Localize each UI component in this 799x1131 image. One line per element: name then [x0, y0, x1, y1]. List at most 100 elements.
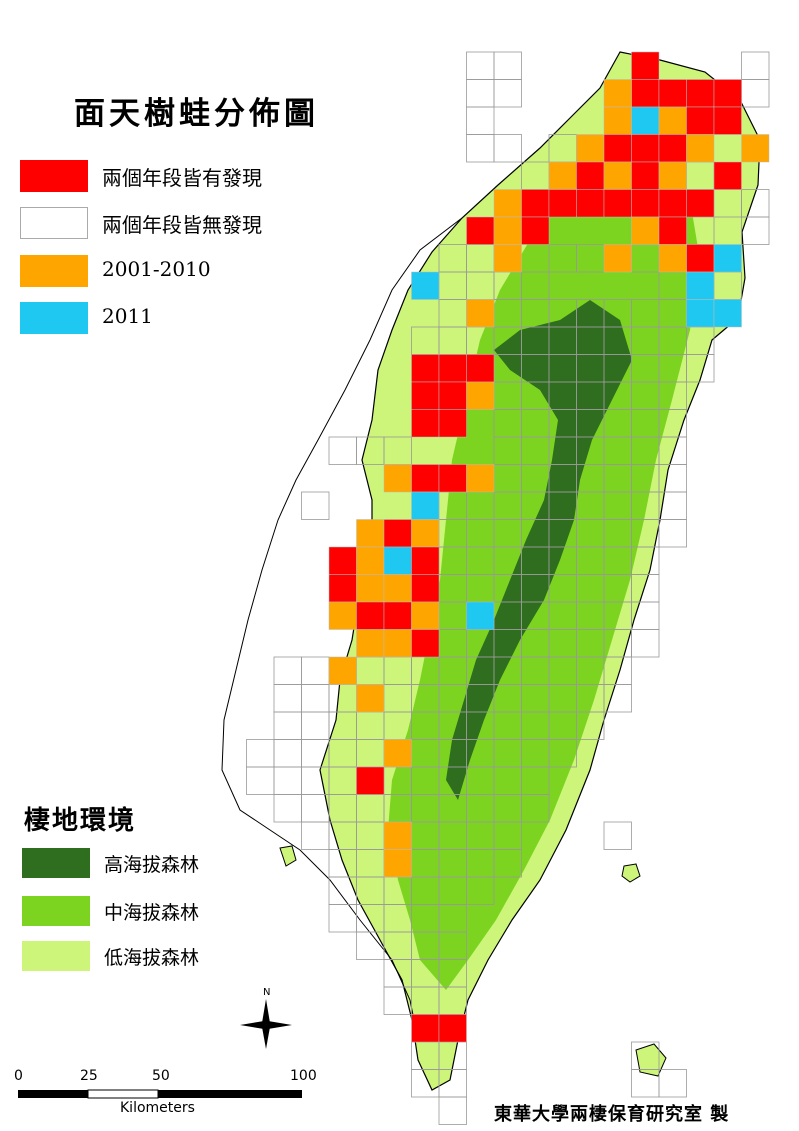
grid-cell	[411, 354, 440, 383]
grid-cell	[466, 601, 495, 630]
grid-cell-empty	[301, 711, 330, 740]
grid-cell	[686, 271, 715, 300]
grid-cell	[411, 519, 440, 548]
grid-cell	[603, 79, 632, 108]
legend-swatch	[20, 207, 88, 239]
grid-cell	[383, 519, 412, 548]
grid-cell	[631, 106, 660, 135]
grid-cell	[658, 106, 687, 135]
grid-cell	[466, 299, 495, 328]
grid-cell	[328, 546, 357, 575]
grid-cell	[713, 299, 742, 328]
grid-cell-empty	[493, 134, 522, 163]
grid-cell	[658, 161, 687, 190]
grid-cell	[493, 244, 522, 273]
grid-cell-empty	[466, 79, 495, 108]
grid-cell-empty	[741, 51, 770, 80]
grid-cell	[603, 189, 632, 218]
habitat-swatch	[22, 848, 90, 878]
grid-cell-empty	[686, 354, 715, 383]
grid-cell-empty	[603, 821, 632, 850]
grid-cell	[383, 464, 412, 493]
grid-cell-empty	[658, 519, 687, 548]
grid-cell	[658, 134, 687, 163]
grid-cell	[658, 189, 687, 218]
grid-cell	[658, 244, 687, 273]
grid-cell	[686, 189, 715, 218]
grid-cell	[411, 491, 440, 520]
grid-cell	[328, 601, 357, 630]
legend-swatch	[20, 160, 88, 192]
habitat-label: 低海拔森林	[104, 947, 200, 969]
grid-cell	[521, 189, 550, 218]
grid-cell-empty	[273, 794, 302, 823]
grid-cell	[713, 161, 742, 190]
grid-cell	[686, 299, 715, 328]
legend-label: 兩個年段皆有發現	[102, 166, 262, 190]
scale-bar: 0 25 50 100 Kilometers	[14, 1068, 317, 1118]
scale-tick-50: 50	[152, 1068, 170, 1084]
grid-cell	[328, 656, 357, 685]
habitat-label: 中海拔森林	[104, 902, 200, 924]
grid-cell	[603, 106, 632, 135]
grid-cell	[631, 51, 660, 80]
grid-cell	[411, 629, 440, 658]
grid-cell	[493, 189, 522, 218]
grid-cell	[686, 79, 715, 108]
grid-cell-empty	[273, 656, 302, 685]
grid-cell	[411, 1014, 440, 1043]
grid-cell	[356, 519, 385, 548]
legend-swatch	[20, 255, 88, 287]
coastal-outline	[221, 217, 463, 1041]
scale-tick-25: 25	[80, 1068, 98, 1084]
grid-cell-empty	[493, 849, 522, 878]
north-label: N	[263, 987, 270, 998]
scale-unit: Kilometers	[120, 1100, 195, 1116]
grid-cell	[411, 271, 440, 300]
grid-cell	[548, 189, 577, 218]
grid-cell	[686, 244, 715, 273]
grid-cell	[356, 684, 385, 713]
scale-tick-0: 0	[14, 1068, 23, 1084]
grid-cell	[438, 409, 467, 438]
grid-cell	[411, 464, 440, 493]
habitat-title: 棲地環境	[24, 806, 137, 836]
grid-cell	[713, 106, 742, 135]
grid-cell	[603, 134, 632, 163]
grid-cell-empty	[493, 79, 522, 108]
grid-cell	[631, 161, 660, 190]
grid-cell	[603, 161, 632, 190]
grid-cell	[603, 244, 632, 273]
habitat-swatch	[22, 896, 90, 926]
grid-cell-empty	[466, 106, 495, 135]
legend-label: 2001-2010	[102, 257, 211, 281]
grid-cell-empty	[466, 134, 495, 163]
grid-cell	[383, 821, 412, 850]
grid-cell	[411, 574, 440, 603]
grid-cell-empty	[301, 821, 330, 850]
grid-cell-empty	[548, 739, 577, 768]
grid-cell	[466, 381, 495, 410]
grid-cell	[383, 849, 412, 878]
grid-cell	[466, 216, 495, 245]
grid-cell-empty	[603, 684, 632, 713]
grid-cell	[411, 601, 440, 630]
grid-cells-detection	[328, 51, 770, 1043]
grid-cell	[741, 134, 770, 163]
grid-cell	[328, 574, 357, 603]
high-forest-area	[446, 300, 632, 800]
grid-cell	[576, 134, 605, 163]
grid-cell	[466, 464, 495, 493]
grid-cell-empty	[741, 216, 770, 245]
grid-cell-empty	[493, 51, 522, 80]
grid-cell	[438, 381, 467, 410]
grid-cell	[383, 629, 412, 658]
grid-cell-empty	[466, 876, 495, 905]
grid-cell	[548, 161, 577, 190]
grid-cell	[631, 134, 660, 163]
grid-cell-empty	[631, 629, 660, 658]
grid-cell	[713, 79, 742, 108]
credit-text: 東華大學兩棲保育研究室 製	[494, 1104, 730, 1125]
grid-cell	[576, 189, 605, 218]
